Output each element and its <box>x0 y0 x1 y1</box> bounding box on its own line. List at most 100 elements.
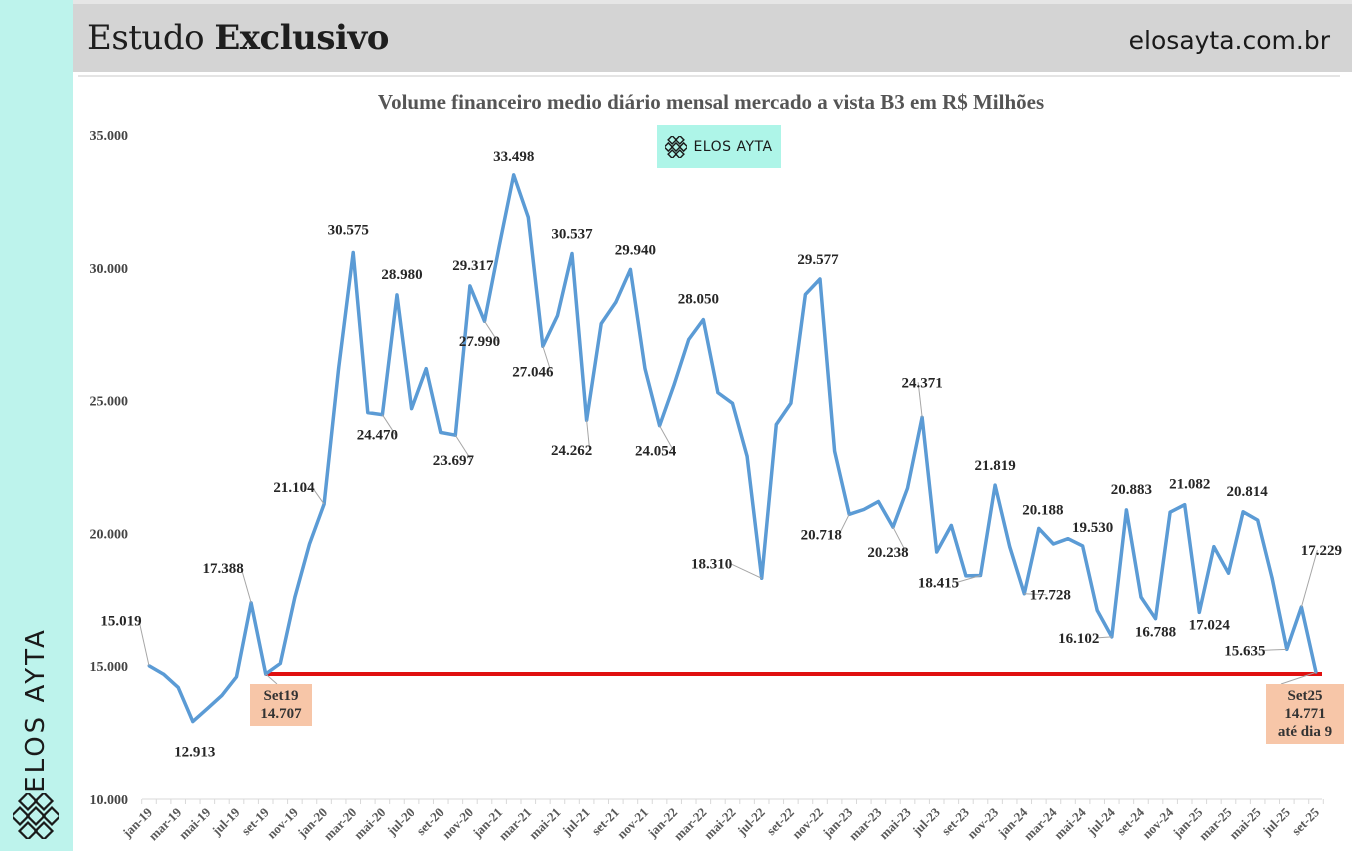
leader-line <box>917 382 923 418</box>
data-label: 21.104 <box>273 480 315 496</box>
x-tick-label: mai-19 <box>176 804 214 842</box>
x-tick-label: jul-21 <box>558 805 592 839</box>
leader-line <box>1024 593 1047 596</box>
data-point <box>526 215 530 219</box>
data-point <box>1095 608 1099 612</box>
data-point <box>1124 508 1128 512</box>
callout-line: 14.771 <box>1284 706 1326 722</box>
y-tick-label: 10.000 <box>90 793 129 808</box>
data-label: 30.575 <box>328 223 369 239</box>
data-label: 20.188 <box>1022 502 1063 518</box>
data-point <box>599 322 603 326</box>
y-tick-label: 30.000 <box>90 262 129 277</box>
data-point <box>964 574 968 578</box>
data-point <box>935 550 939 554</box>
data-point <box>176 685 180 689</box>
x-tick-label: mai-21 <box>526 805 564 843</box>
data-label: 24.470 <box>357 428 398 444</box>
data-point <box>1212 545 1216 549</box>
data-point <box>1051 542 1055 546</box>
callout-line: Set19 <box>263 688 299 704</box>
x-tick-label: jul-23 <box>909 804 944 839</box>
x-tick-label: nov-23 <box>964 804 1002 842</box>
data-point <box>774 423 778 427</box>
x-tick-label: nov-22 <box>789 805 826 842</box>
data-point <box>1154 617 1158 621</box>
data-label: 21.082 <box>1169 477 1210 493</box>
data-point <box>1066 537 1070 541</box>
data-point <box>672 383 676 387</box>
x-tick-label: nov-24 <box>1139 804 1177 842</box>
chart-title: Volume financeiro medio diário mensal me… <box>377 90 1045 114</box>
data-point <box>1241 510 1245 514</box>
data-label: 15.635 <box>1224 643 1265 659</box>
data-label: 27.046 <box>512 364 554 380</box>
data-point <box>789 401 793 405</box>
x-tick-label: mar-24 <box>1021 804 1060 843</box>
leader-line <box>956 575 981 583</box>
x-tick-label: mar-21 <box>496 805 535 844</box>
data-point <box>293 595 297 599</box>
data-point <box>337 367 341 371</box>
header-title-regular: Estudo <box>87 18 205 58</box>
data-point <box>395 293 399 297</box>
leader-line <box>138 620 150 666</box>
leader-line <box>311 486 325 505</box>
data-label: 17.229 <box>1301 543 1342 559</box>
x-tick-label: mar-22 <box>671 805 710 844</box>
data-label: 24.054 <box>635 444 677 460</box>
data-point <box>906 486 910 490</box>
data-point <box>424 367 428 371</box>
leader-line <box>1096 636 1112 639</box>
x-tick-label: mai-20 <box>351 805 389 843</box>
data-point <box>803 292 807 296</box>
x-tick-label: jul-19 <box>208 804 243 839</box>
data-label: 28.980 <box>381 267 422 283</box>
data-label: 30.537 <box>551 227 593 243</box>
header-title-bold: Exclusivo <box>214 18 389 58</box>
data-point <box>1183 503 1187 507</box>
data-point <box>949 523 953 527</box>
x-tick-label: jul-24 <box>1084 804 1119 839</box>
lattice-logo-icon <box>13 793 59 839</box>
data-label: 17.388 <box>202 561 243 577</box>
header-site-link[interactable]: elosayta.com.br <box>1128 26 1330 55</box>
sidebar: ELOS AYTA <box>0 0 73 851</box>
leader-line <box>484 320 498 342</box>
y-tick-label: 20.000 <box>90 527 129 542</box>
data-point <box>555 314 559 318</box>
data-label: 18.310 <box>691 556 732 572</box>
header-title: Estudo Exclusivo <box>87 18 389 58</box>
x-tick-label: nov-20 <box>439 805 476 842</box>
data-label: 17.024 <box>1189 617 1231 633</box>
data-point <box>512 173 516 177</box>
leader-lines <box>138 320 1318 685</box>
leader-line <box>729 562 762 579</box>
data-label: 17.728 <box>1030 588 1071 604</box>
data-point <box>162 672 166 676</box>
data-label: 29.940 <box>615 242 656 258</box>
data-label: 23.697 <box>433 453 475 469</box>
data-point <box>205 707 209 711</box>
data-point <box>307 542 311 546</box>
callout-leader <box>1280 671 1317 685</box>
x-tick-label: mar-23 <box>846 804 885 843</box>
x-tick-label: jul-25 <box>1259 804 1294 839</box>
data-point <box>235 675 239 679</box>
data-point <box>278 662 282 666</box>
callout-leader <box>265 673 278 685</box>
data-point <box>643 367 647 371</box>
data-label: 20.814 <box>1226 484 1268 500</box>
data-point <box>701 318 705 322</box>
data-point <box>1256 518 1260 522</box>
badge-text: ELOS AYTA <box>693 138 773 155</box>
x-tick-label: jul-20 <box>383 805 417 839</box>
data-label: 20.883 <box>1111 482 1152 498</box>
x-tick-label: nov-19 <box>264 804 302 842</box>
x-tick-label: mar-20 <box>320 805 359 844</box>
header-divider <box>78 75 1340 77</box>
data-point <box>614 300 618 304</box>
callout-box: Set19 14.707 <box>250 684 312 726</box>
data-point <box>731 401 734 405</box>
